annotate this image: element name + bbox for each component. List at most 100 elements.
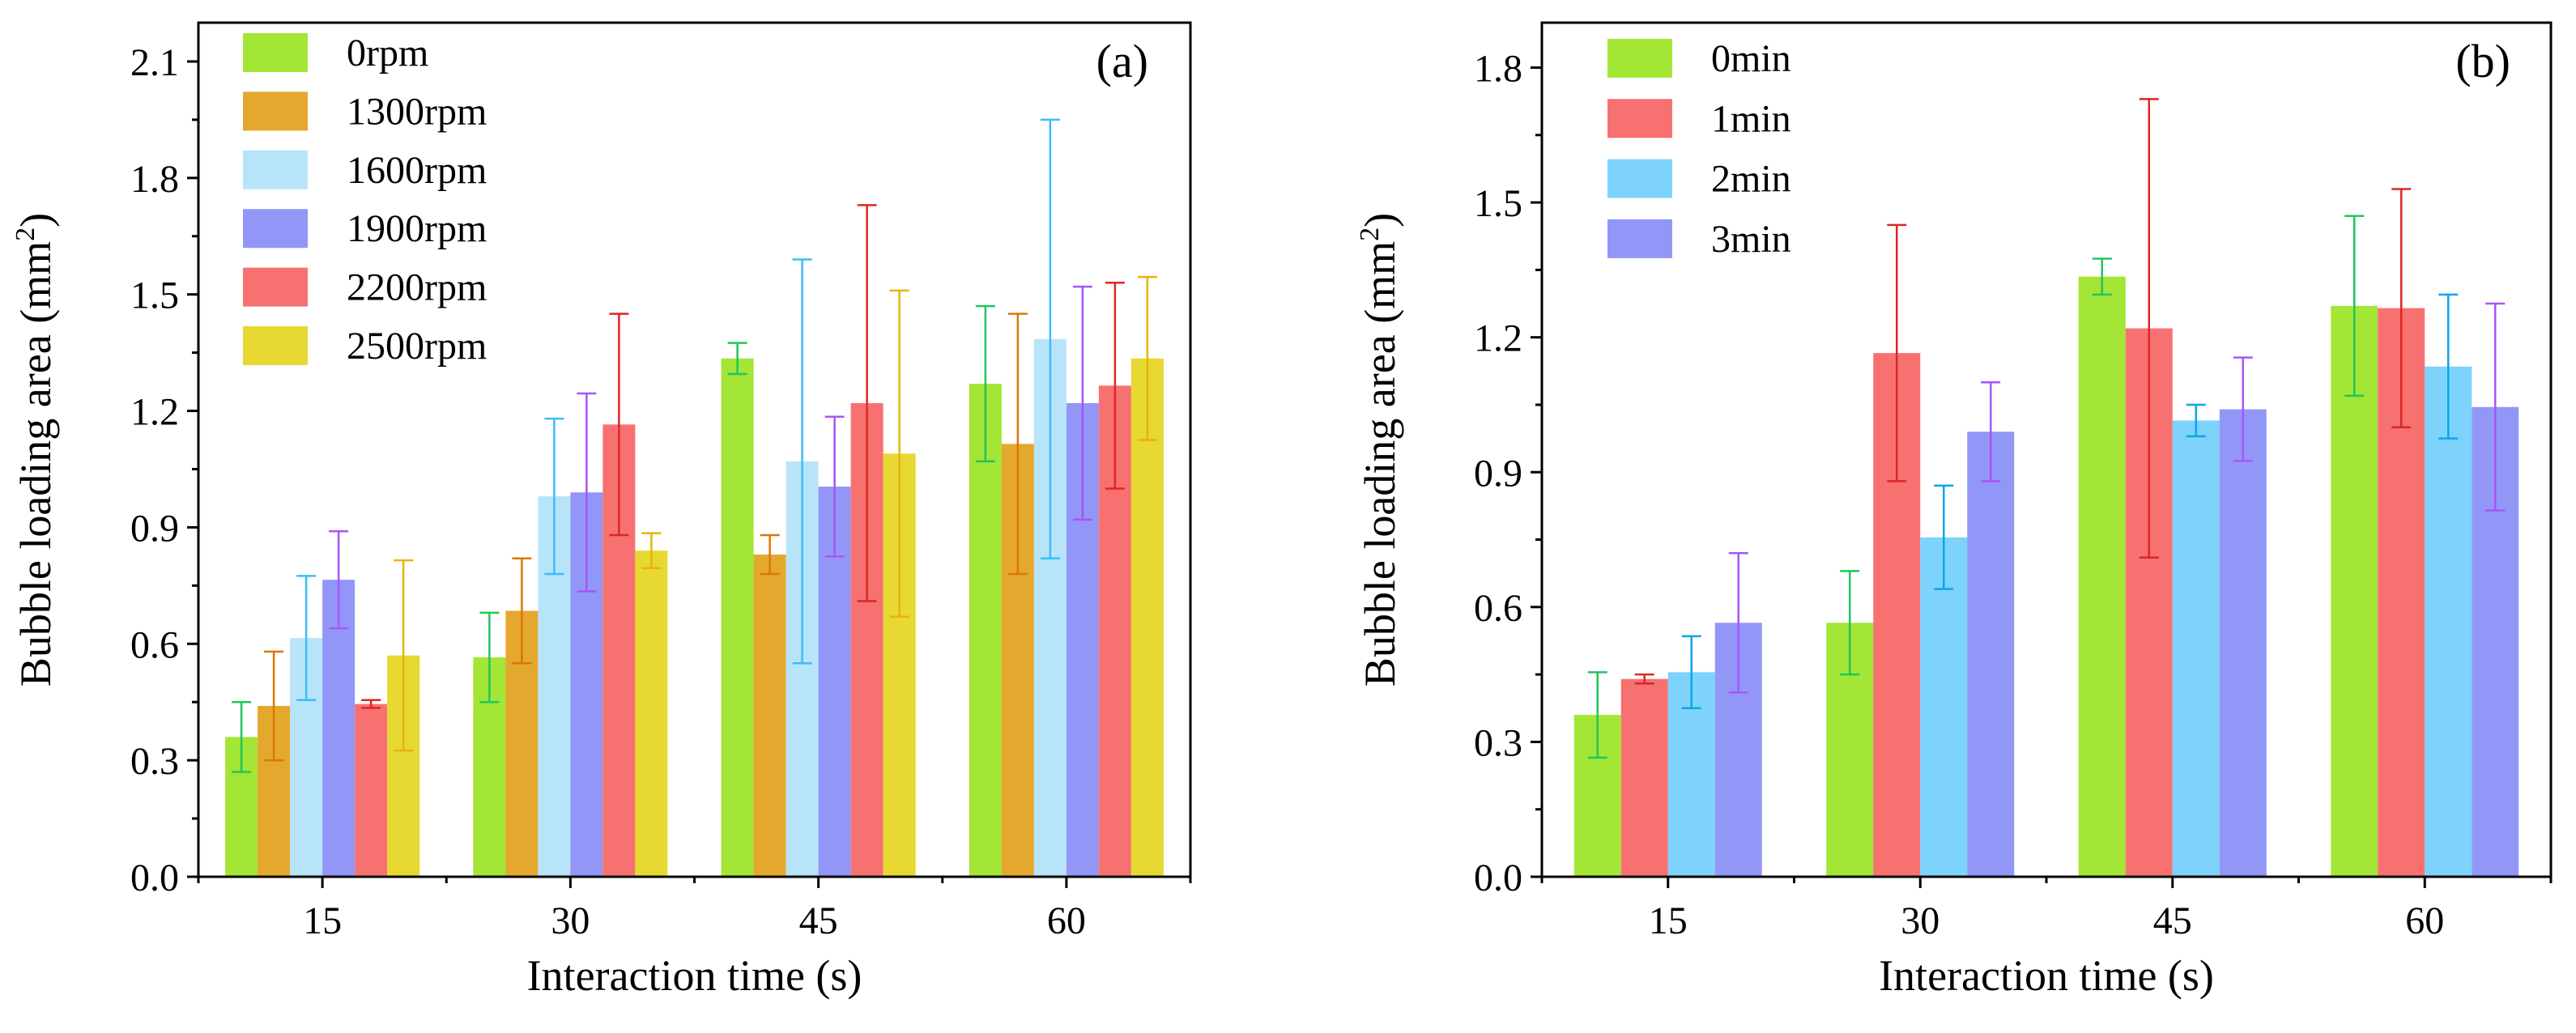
legend: 0rpm 1300rpm 1600rpm 1900rpm 2200rpm 2500rpm [243, 32, 487, 368]
panel-label: (b) [2455, 35, 2510, 87]
error-bar-2min-45 [2186, 403, 2206, 438]
error-bar-0min-45 [2092, 257, 2112, 296]
bar-3min-45 [2219, 409, 2267, 877]
y-tick-label: 1.2 [1474, 317, 1522, 360]
error-bar-2200rpm-60 [1105, 282, 1125, 490]
legend-swatch-1min [1607, 99, 1672, 138]
error-bar-1900rpm-30 [577, 392, 597, 593]
x-axis-label: Interaction time (s) [1879, 951, 2214, 1000]
y-axis-label-end: ) [1356, 213, 1404, 227]
legend-swatch-2200rpm [243, 267, 308, 307]
x-tick-label: 60 [2405, 899, 2444, 942]
bar-1min-15 [1620, 678, 1668, 877]
y-axis-label-main: Bubble loading area (mm [11, 241, 60, 687]
error-bar-1900rpm-45 [824, 415, 845, 558]
bar-0min-45 [2078, 276, 2126, 877]
error-bar-2min-60 [2438, 293, 2459, 440]
legend-label-1min: 1min [1711, 97, 1791, 140]
legend-swatch-2500rpm [243, 326, 308, 365]
legend-label-0rpm: 0rpm [347, 32, 428, 74]
bar-2min-45 [2172, 420, 2220, 877]
y-tick-label: 1.2 [130, 391, 179, 434]
legend-swatch-0min [1607, 39, 1672, 78]
legend-label-3min: 3min [1711, 218, 1791, 261]
error-bar-2200rpm-30 [609, 312, 629, 537]
y-tick-label: 1.5 [130, 274, 179, 317]
error-bar-2200rpm-45 [857, 204, 877, 602]
chart-panel-1: 0.0 0.3 0.6 0.9 1.2 1.5 1.8 15 30 45 60 Interaction… [1355, 21, 2553, 1000]
y-axis-label-superscript: 2 [1355, 227, 1385, 241]
bar-2500rpm-60 [1130, 358, 1164, 877]
y-tick-label: 0.0 [130, 857, 179, 899]
legend-label-1900rpm: 1900rpm [347, 207, 487, 250]
legend-label-0min: 0min [1711, 37, 1791, 80]
legend-swatch-0rpm [243, 33, 308, 72]
error-bar-2500rpm-30 [641, 532, 662, 570]
y-tick-label: 1.5 [1474, 182, 1522, 225]
x-tick-label: 60 [1047, 899, 1086, 942]
y-tick-label: 0.9 [1474, 452, 1522, 495]
error-bar-3min-15 [1728, 551, 1748, 694]
legend-label-2500rpm: 2500rpm [347, 325, 487, 368]
error-bar-1900rpm-60 [1072, 285, 1092, 521]
error-bar-1min-45 [2139, 98, 2159, 559]
bar-0rpm-60 [969, 383, 1002, 877]
x-tick-label: 45 [799, 899, 838, 942]
error-bar-3min-60 [2485, 302, 2506, 512]
y-tick-label: 1.8 [1474, 48, 1522, 91]
legend: 0min 1min 2min 3min [1607, 37, 1791, 261]
error-bar-2500rpm-15 [394, 559, 414, 752]
legend-swatch-2min [1607, 159, 1672, 198]
error-bar-2500rpm-45 [889, 289, 909, 618]
error-bar-0rpm-15 [232, 700, 252, 773]
x-tick-label: 30 [1901, 899, 1939, 942]
bar-0rpm-45 [721, 358, 754, 877]
error-bar-1300rpm-30 [512, 557, 532, 665]
legend-swatch-1600rpm [243, 150, 308, 189]
error-bar-2min-30 [1934, 484, 1954, 590]
error-bar-1300rpm-60 [1007, 312, 1028, 576]
chart-panel-0: 0.0 0.3 0.6 0.9 1.2 1.5 1.8 2.1 15 30 45 60 Interact… [11, 21, 1192, 1000]
panel-label: (a) [1096, 35, 1148, 87]
error-bar-1600rpm-30 [544, 417, 564, 576]
y-tick-label: 0.6 [130, 623, 179, 666]
y-axis-label: Bubble loading area (mm2) [11, 213, 60, 687]
error-bar-1min-30 [1887, 223, 1907, 482]
x-axis-label: Interaction time (s) [527, 951, 862, 1000]
error-bar-3min-45 [2233, 356, 2253, 462]
error-bar-0rpm-45 [727, 342, 747, 376]
error-bar-0rpm-30 [479, 611, 500, 704]
error-bar-0min-30 [1840, 570, 1860, 676]
error-bar-1900rpm-15 [329, 529, 349, 630]
error-bar-1300rpm-15 [264, 650, 284, 762]
x-tick-label: 30 [551, 899, 590, 942]
y-tick-label: 2.1 [130, 41, 179, 84]
y-tick-label: 0.9 [130, 507, 179, 550]
y-axis-label-main: Bubble loading area (mm [1356, 241, 1404, 687]
bar-1300rpm-45 [753, 554, 786, 877]
bar-0min-60 [2331, 305, 2378, 877]
error-bar-2200rpm-15 [361, 699, 381, 709]
legend-label-2200rpm: 2200rpm [347, 266, 487, 309]
y-tick-label: 0.0 [1474, 857, 1522, 899]
y-tick-label: 0.3 [1474, 721, 1522, 764]
y-axis-label-end: ) [11, 213, 60, 227]
error-bar-0min-60 [2344, 215, 2365, 397]
x-tick-label: 15 [303, 899, 342, 942]
legend-swatch-1300rpm [243, 91, 308, 131]
error-bar-0min-15 [1587, 671, 1607, 759]
bar-3min-30 [1967, 431, 2015, 877]
bar-2200rpm-15 [355, 704, 388, 877]
y-tick-label: 0.3 [130, 740, 179, 783]
bar-2min-30 [1920, 537, 1968, 877]
error-bar-0rpm-60 [975, 304, 995, 463]
y-tick-label: 1.8 [130, 158, 179, 201]
legend-label-2min: 2min [1711, 158, 1791, 201]
legend-label-1600rpm: 1600rpm [347, 149, 487, 192]
bar-2500rpm-30 [635, 551, 668, 877]
error-bar-2500rpm-60 [1137, 275, 1157, 441]
y-tick-label: 0.6 [1474, 587, 1522, 630]
error-bar-1min-60 [2391, 188, 2412, 428]
bar-2min-60 [2425, 366, 2472, 877]
